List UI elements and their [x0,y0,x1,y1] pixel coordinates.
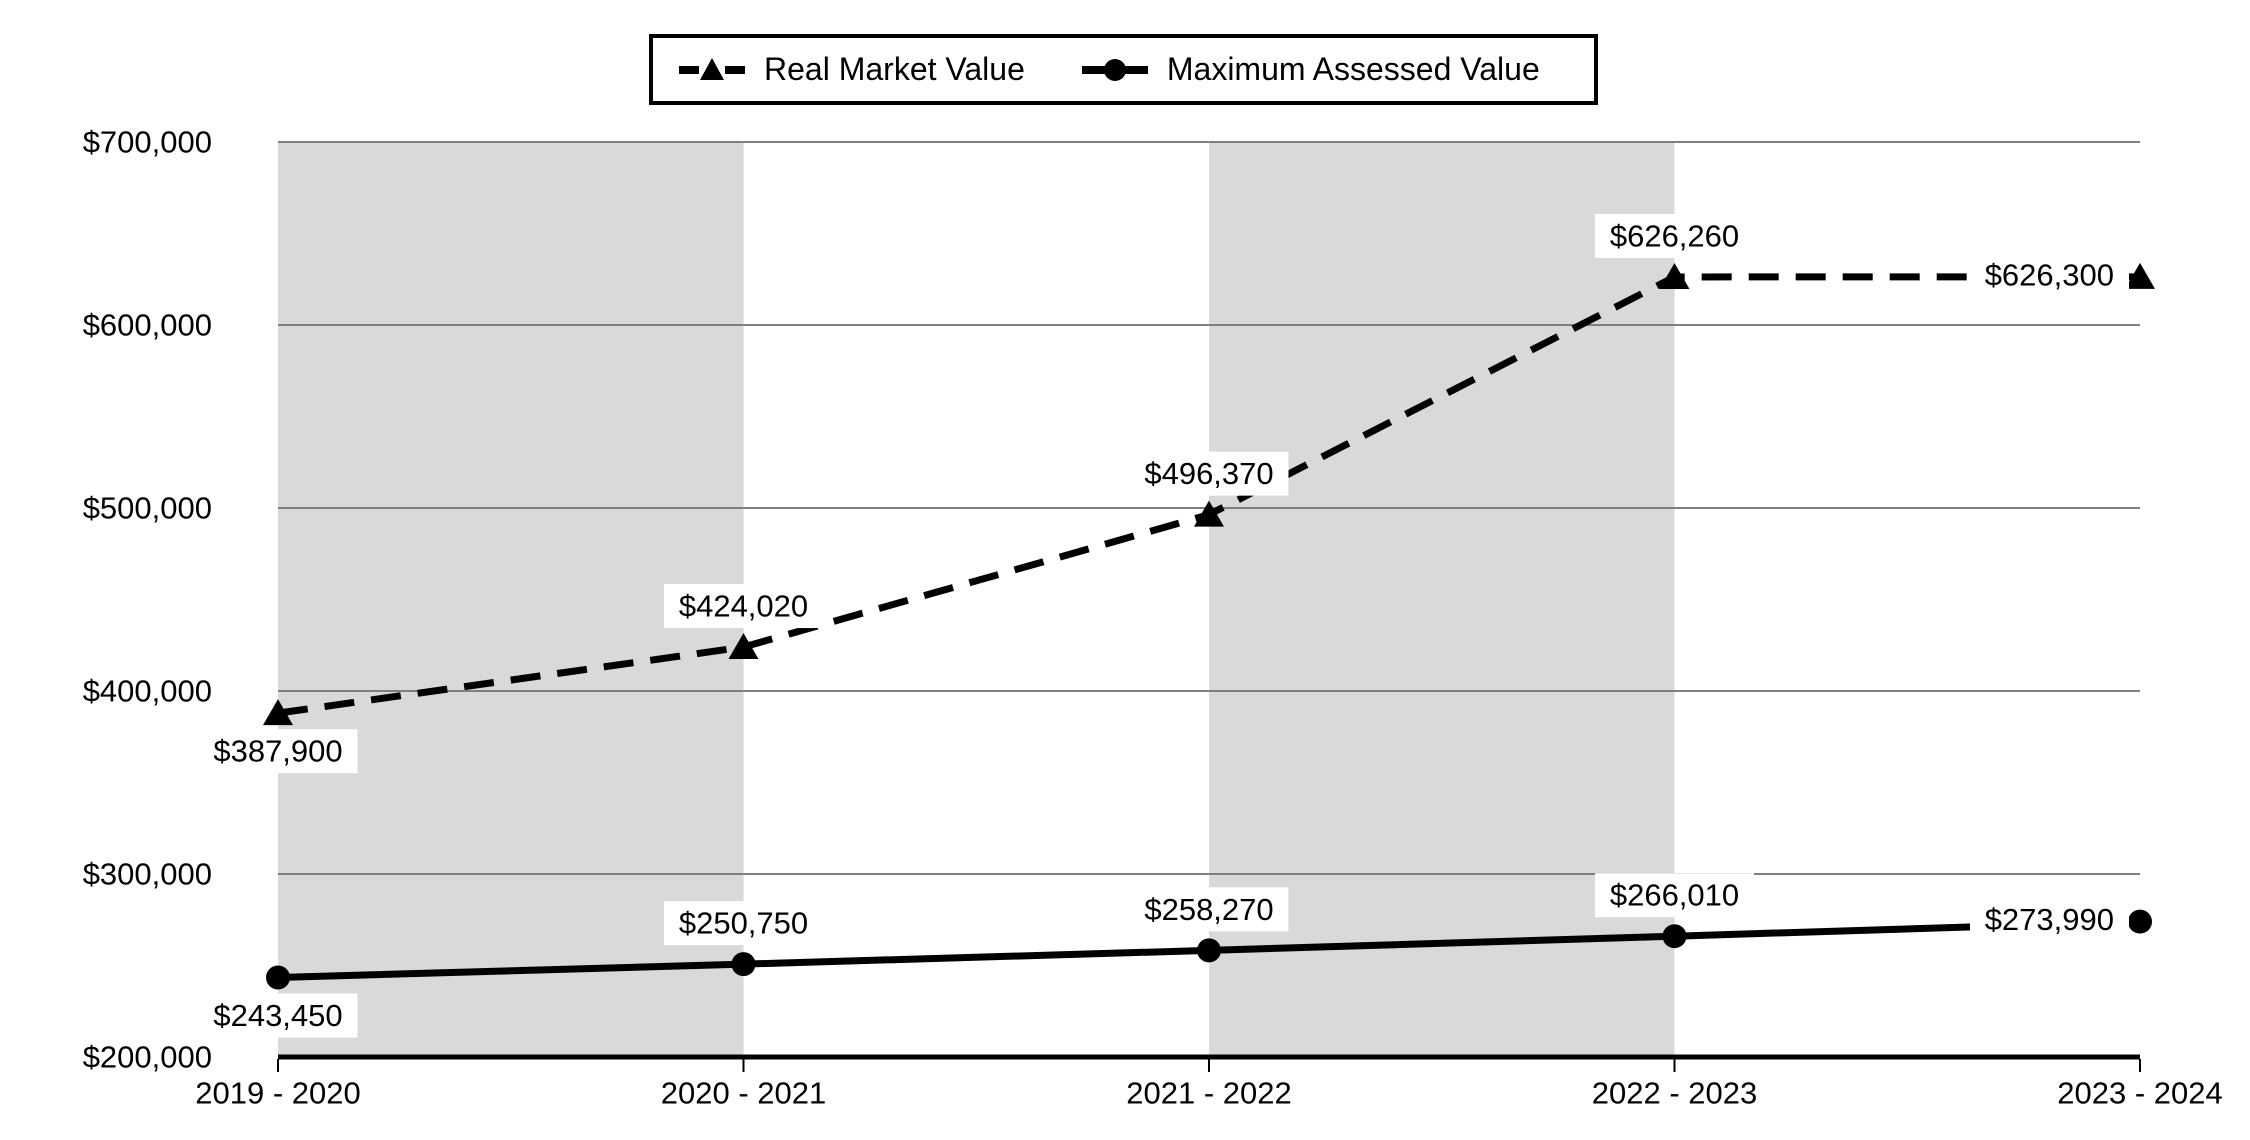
data-label: $626,260 [1610,218,1739,253]
x-axis-tick-label: 2019 - 2020 [195,1076,360,1111]
data-label-bg [664,901,823,946]
data-label-bg [1129,451,1289,496]
triangle-marker [1194,500,1224,527]
data-label: $273,990 [1985,902,2114,937]
legend-label-real-market-value: Real Market Value [764,51,1025,87]
x-axis-tick-label: 2022 - 2023 [1592,1076,1757,1111]
data-label: $250,750 [679,906,808,941]
data-label-bg [1595,873,1754,918]
legend: Real Market Value Maximum Assessed Value [649,34,1598,105]
data-label-bg [1970,252,2129,297]
y-axis-tick-label: $200,000 [83,1040,212,1075]
x-axis-tick-label: 2021 - 2022 [1126,1076,1291,1111]
y-axis-tick-label: $500,000 [83,491,212,526]
data-label: $387,900 [213,734,342,769]
data-label-bg [1970,897,2129,942]
y-axis-tick-label: $700,000 [83,125,212,160]
data-label-bg [198,993,358,1038]
data-label: $243,450 [213,998,342,1033]
x-axis-tick-label: 2023 - 2024 [2057,1076,2222,1111]
x-axis-tick-label: 2020 - 2021 [661,1076,826,1111]
y-axis-tick-label: $300,000 [83,857,212,892]
data-label: $266,010 [1610,878,1739,913]
data-label-bg [1129,887,1289,932]
data-label: $424,020 [679,589,808,624]
data-label-bg [1595,213,1754,258]
triangle-marker [1659,262,1690,289]
y-axis-tick-label: $600,000 [83,308,212,343]
data-label: $258,270 [1144,892,1273,927]
data-label-bg [664,584,823,629]
legend-entry-real-market-value: Real Market Value [679,51,1025,88]
circle-marker [1662,924,1687,949]
circle-marker [266,965,290,990]
triangle-marker [728,633,759,660]
triangle-marker [2125,262,2155,289]
legend-label-maximum-assessed-value: Maximum Assessed Value [1166,51,1540,87]
dashed-triangle-marker-icon [679,57,745,80]
data-label: $496,370 [1144,456,1273,491]
circle-marker [2128,909,2152,934]
solid-circle-marker-icon [1081,58,1148,81]
circle-marker [1197,938,1221,963]
data-label-bg [198,729,358,774]
data-label: $626,300 [1985,257,2114,292]
y-axis-tick-label: $400,000 [83,674,212,709]
legend-entry-maximum-assessed-value: Maximum Assessed Value [1081,51,1540,88]
triangle-marker [263,699,293,726]
circle-marker [731,952,756,977]
